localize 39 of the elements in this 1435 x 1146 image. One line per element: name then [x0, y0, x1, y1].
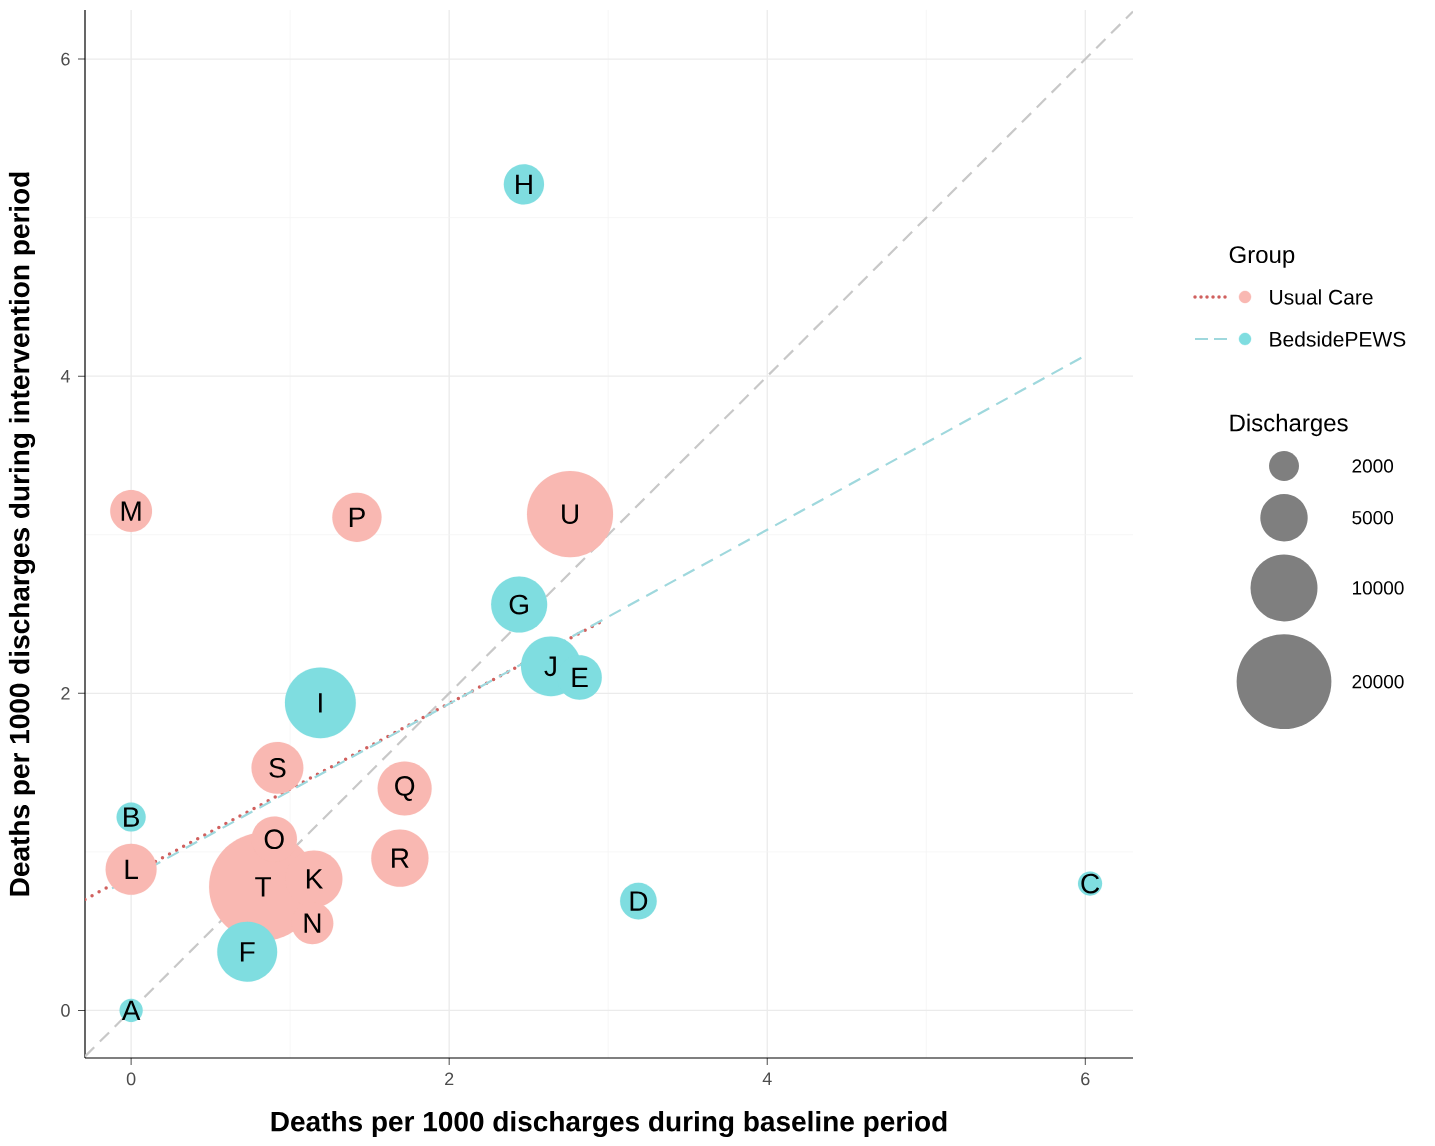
y-tick-label: 6 [61, 52, 70, 66]
y-axis-title: Deaths per 1000 discharges during intervention period [8, 172, 36, 896]
annotation: G [509, 594, 528, 615]
annotation: B [124, 807, 139, 827]
annotation: J [544, 656, 556, 677]
legend-label: 5000 [1352, 510, 1394, 525]
x-tick-label: 4 [762, 1072, 772, 1085]
legend-label: 20000 [1352, 674, 1404, 689]
x-axis-title: Deaths per 1000 discharges during baseline period [271, 1110, 947, 1138]
annotation: K [306, 869, 324, 889]
annotation: S [269, 757, 286, 778]
x-tick-label: 6 [1081, 1072, 1090, 1086]
y-tick-label: 0 [61, 1004, 70, 1017]
annotation: N [304, 913, 321, 933]
annotation: I [319, 693, 322, 713]
annotation: D [630, 891, 648, 911]
annotation: O [264, 829, 284, 850]
annotation: C [1081, 873, 1100, 894]
annotation: A [121, 1000, 141, 1021]
annotation: L [125, 859, 138, 879]
annotation: E [572, 667, 588, 688]
text: Discharges [1230, 413, 1348, 437]
legend-label: Usual Care [1270, 289, 1373, 305]
annotation: T [255, 877, 272, 897]
legend-label: BedsidePEWS [1270, 331, 1406, 347]
annotation: R [392, 848, 409, 868]
annotation: M [121, 501, 141, 521]
annotation: P [349, 507, 365, 527]
y-tick-label: 4 [60, 370, 70, 383]
annotation: F [240, 942, 255, 962]
x-tick-label: 0 [126, 1072, 136, 1086]
annotation: H [516, 174, 532, 195]
legend-label: 2000 [1352, 459, 1394, 473]
legend-title: Group [1229, 246, 1295, 268]
y-tick-label: 2 [61, 687, 70, 700]
x-tick-label: 2 [445, 1072, 454, 1086]
annotation: U [562, 504, 578, 524]
annotation: Q [395, 776, 415, 801]
legend-label: 10000 [1352, 581, 1404, 595]
